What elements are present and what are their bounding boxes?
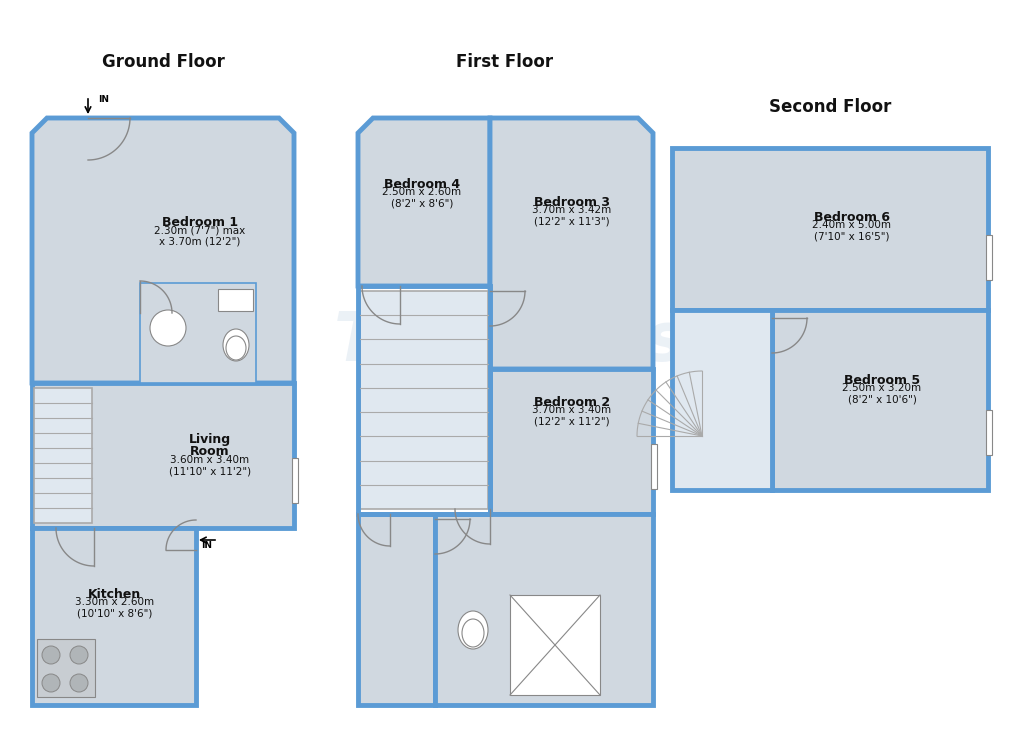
Text: Second Floor: Second Floor (768, 98, 891, 116)
Text: Living: Living (189, 433, 231, 445)
Bar (32, 383, 293, 528)
Bar (140, 283, 256, 383)
Text: (8'2" x 10'6"): (8'2" x 10'6") (847, 394, 915, 404)
Polygon shape (489, 118, 652, 369)
Bar (672, 148, 987, 310)
Text: Ground Floor: Ground Floor (102, 53, 224, 71)
Text: Sales and Lettings: Sales and Lettings (382, 373, 637, 401)
Bar (650, 444, 656, 489)
Bar (672, 310, 771, 490)
Circle shape (42, 646, 60, 664)
Bar (434, 514, 652, 705)
Text: Kitchen: Kitchen (89, 588, 142, 600)
Ellipse shape (226, 336, 246, 360)
Text: Tristrams: Tristrams (333, 309, 686, 375)
Circle shape (150, 310, 185, 346)
Text: x 3.70m (12'2"): x 3.70m (12'2") (159, 236, 240, 246)
Bar (771, 310, 987, 490)
Text: 3.60m x 3.40m: 3.60m x 3.40m (170, 455, 250, 465)
Text: Bedroom 4: Bedroom 4 (383, 177, 460, 191)
Text: 2.40m x 5.00m: 2.40m x 5.00m (812, 220, 891, 230)
Bar (32, 528, 196, 705)
Ellipse shape (223, 329, 249, 361)
Bar (218, 289, 253, 311)
Bar (985, 410, 991, 455)
Text: Bedroom 6: Bedroom 6 (813, 211, 890, 223)
Circle shape (70, 646, 88, 664)
Bar (291, 458, 298, 503)
Text: (11'10" x 11'2"): (11'10" x 11'2") (169, 466, 251, 476)
Bar (489, 369, 652, 514)
Bar (360, 291, 487, 509)
Text: 2.30m (7'7") max: 2.30m (7'7") max (154, 225, 246, 235)
Ellipse shape (462, 619, 484, 647)
Text: Bedroom 5: Bedroom 5 (843, 373, 919, 387)
Bar (34, 388, 92, 523)
Polygon shape (32, 118, 293, 383)
Bar (510, 595, 599, 695)
Text: 3.30m x 2.60m: 3.30m x 2.60m (75, 597, 155, 607)
Text: Bedroom 2: Bedroom 2 (533, 395, 609, 409)
Bar (985, 235, 991, 280)
Text: (12'2" x 11'3"): (12'2" x 11'3") (534, 216, 609, 226)
Text: (7'10" x 16'5"): (7'10" x 16'5") (813, 231, 889, 241)
Text: 2.50m x 2.60m: 2.50m x 2.60m (382, 187, 462, 197)
Text: IN: IN (98, 95, 109, 104)
Text: (12'2" x 11'2"): (12'2" x 11'2") (534, 416, 609, 426)
Text: (8'2" x 8'6"): (8'2" x 8'6") (390, 198, 452, 208)
Text: 3.70m x 3.40m: 3.70m x 3.40m (532, 405, 611, 415)
Bar (672, 310, 771, 490)
Circle shape (70, 674, 88, 692)
Text: IN: IN (201, 541, 212, 550)
Text: 2.50m x 3.20m: 2.50m x 3.20m (842, 383, 920, 393)
Text: (10'10" x 8'6"): (10'10" x 8'6") (77, 608, 153, 618)
Circle shape (42, 674, 60, 692)
Text: Bedroom 1: Bedroom 1 (162, 215, 237, 229)
Text: Bedroom 3: Bedroom 3 (534, 195, 609, 209)
Ellipse shape (458, 611, 487, 649)
Bar (358, 286, 489, 514)
Polygon shape (358, 118, 489, 286)
Text: First Floor: First Floor (455, 53, 553, 71)
Text: 3.70m x 3.42m: 3.70m x 3.42m (532, 205, 611, 215)
Bar (37, 639, 95, 697)
Bar (358, 514, 434, 705)
Text: Room: Room (190, 444, 229, 458)
